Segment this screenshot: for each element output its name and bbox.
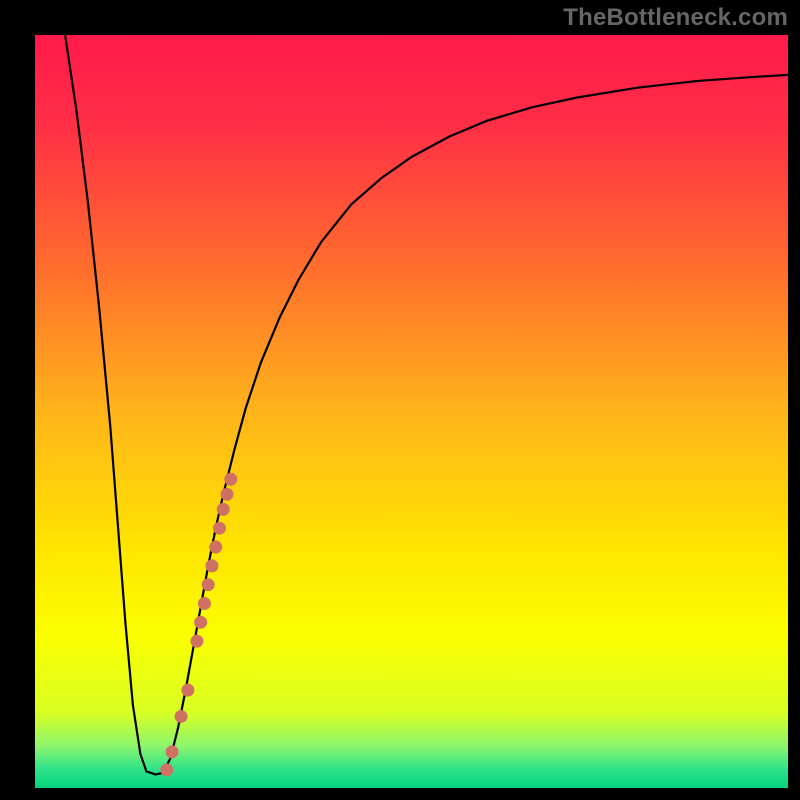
highlight-marker <box>160 763 173 776</box>
highlight-marker <box>213 522 226 535</box>
highlight-marker <box>175 710 188 723</box>
highlight-marker <box>194 616 207 629</box>
highlight-marker <box>198 597 211 610</box>
bottleneck-curve <box>65 35 788 774</box>
watermark-text: TheBottleneck.com <box>563 4 788 32</box>
highlight-marker <box>221 488 234 501</box>
highlight-marker <box>202 578 215 591</box>
highlight-marker <box>181 684 194 697</box>
highlight-marker <box>224 473 237 486</box>
highlight-marker <box>205 559 218 572</box>
chart-svg <box>35 35 788 788</box>
highlight-marker <box>217 503 230 516</box>
highlight-marker <box>166 745 179 758</box>
plot-area <box>35 35 788 788</box>
highlight-markers <box>160 473 237 777</box>
highlight-marker <box>190 635 203 648</box>
chart-frame: TheBottleneck.com <box>0 0 800 800</box>
highlight-marker <box>209 541 222 554</box>
